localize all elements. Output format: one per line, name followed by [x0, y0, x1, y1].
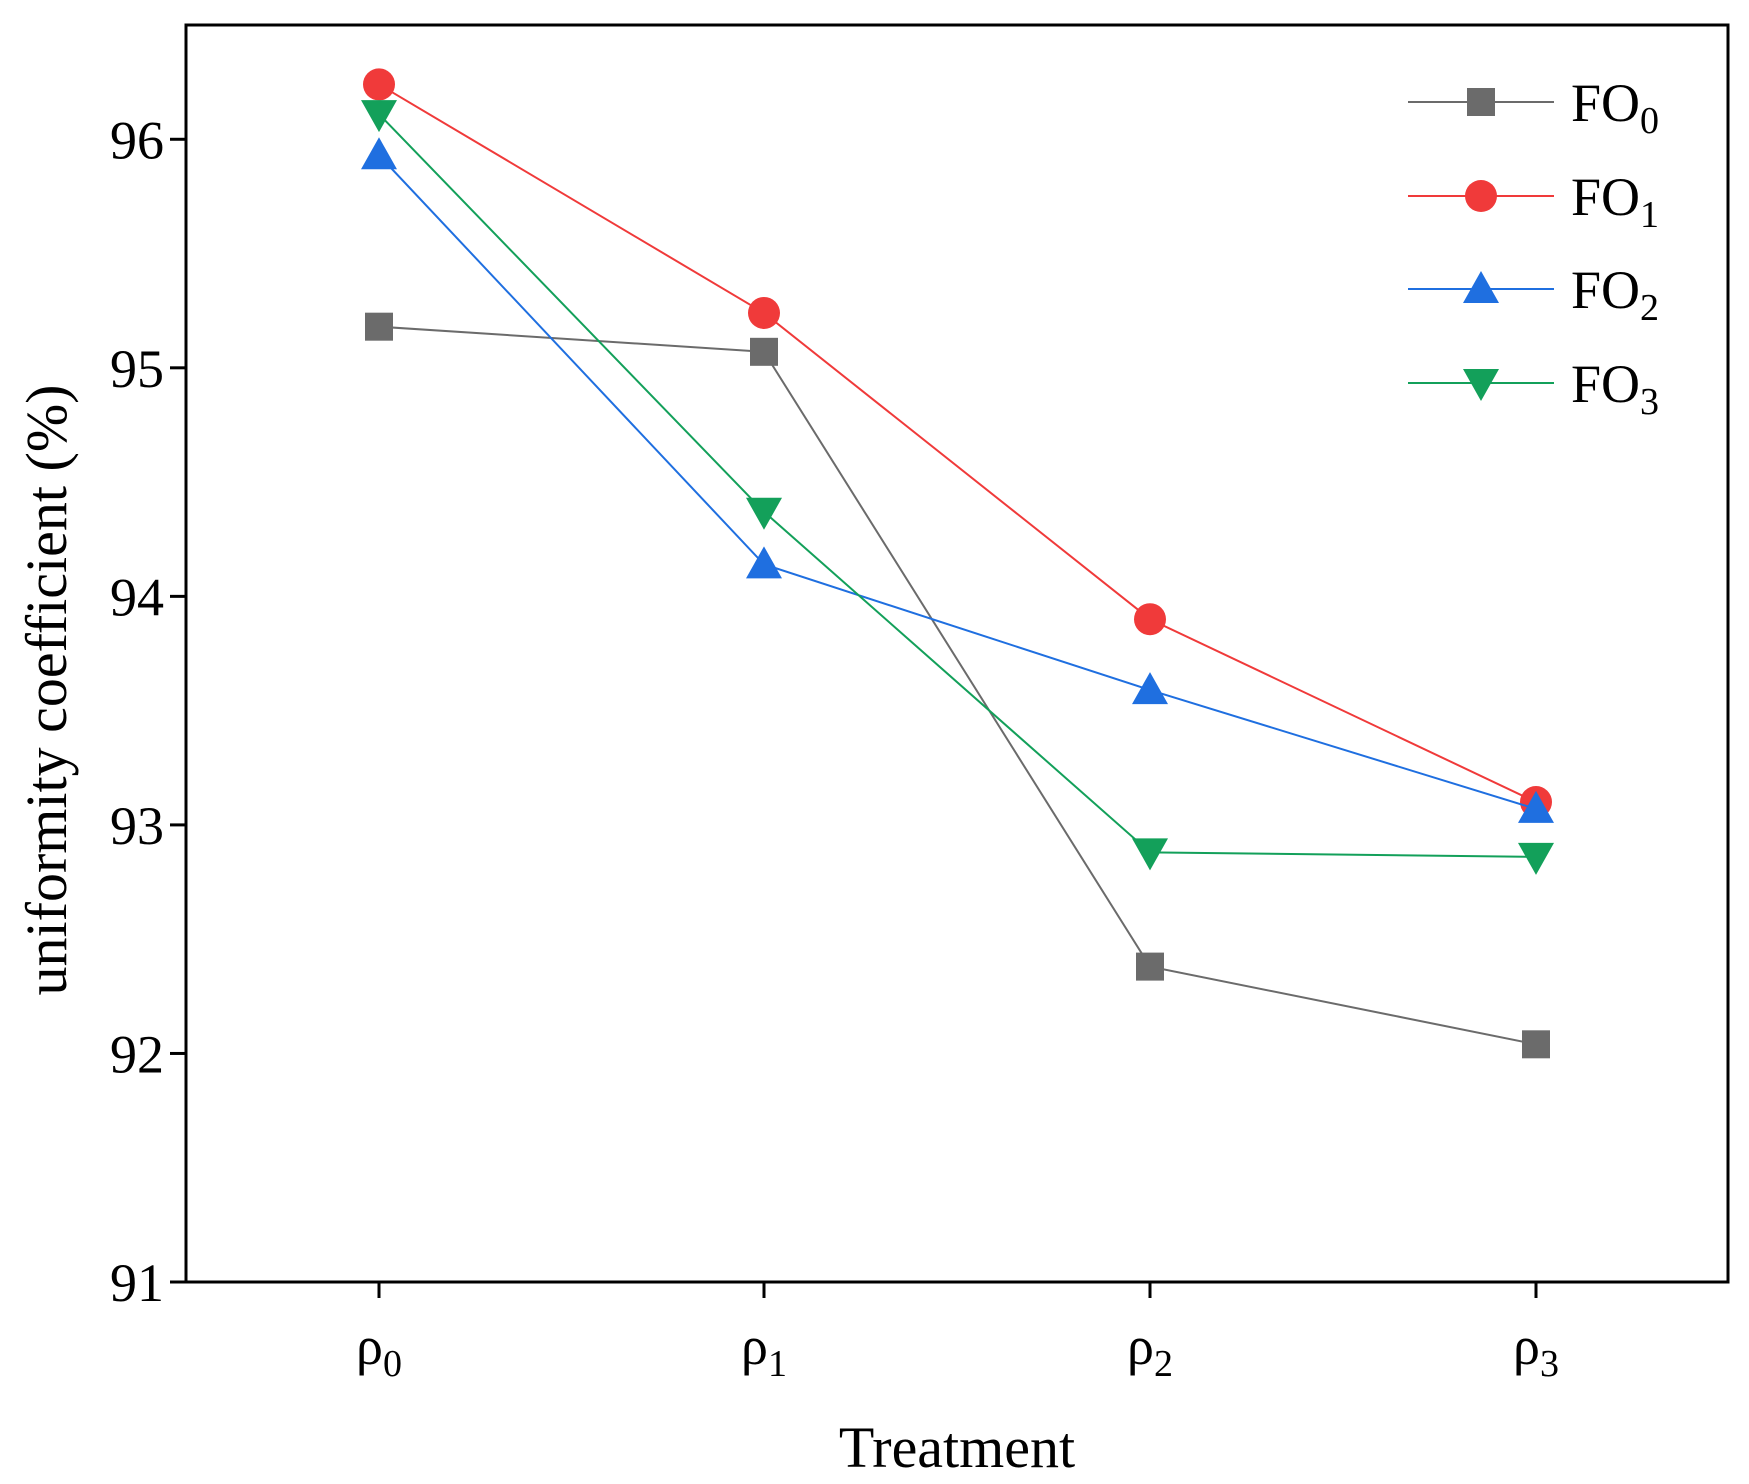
x-tick-subscript: 1 [768, 1343, 787, 1385]
data-point [1522, 1030, 1550, 1059]
legend-label: FO1 [1571, 167, 1659, 236]
data-point [1132, 672, 1168, 705]
y-tick-label: 93 [110, 796, 164, 856]
data-point [361, 137, 397, 170]
data-point [1518, 842, 1554, 875]
y-tick-label: 94 [110, 567, 164, 627]
x-axis: ρ0 ρ1 ρ2 ρ3 [356, 1282, 1559, 1385]
legend-marker [1467, 88, 1495, 116]
legend-label: FO2 [1571, 260, 1659, 329]
plot-frame [184, 23, 1730, 1284]
x-tick-subscript: 3 [1540, 1343, 1559, 1385]
legend-label: FO3 [1571, 354, 1659, 423]
y-tick-label: 91 [110, 1253, 164, 1313]
legend-marker [1465, 180, 1497, 212]
legend-item: FO2 [1408, 260, 1659, 329]
x-tick-label: ρ3 [1513, 1316, 1559, 1385]
legend-marker [1463, 369, 1499, 401]
data-point [750, 337, 778, 366]
x-tick-subscript: 2 [1154, 1343, 1173, 1385]
y-tick-label: 95 [110, 339, 164, 399]
y-axis-title: uniformity coefficient (%) [14, 385, 79, 996]
x-axis-title: Treatment [839, 1415, 1075, 1480]
x-tick-label: ρ0 [356, 1316, 402, 1385]
data-point [748, 296, 780, 329]
x-tick-subscript: 0 [383, 1343, 402, 1385]
legend-label: FO0 [1571, 73, 1659, 142]
series-fo2 [361, 137, 1554, 823]
legend-marker [1463, 271, 1499, 303]
legend-item: FO3 [1408, 354, 1659, 423]
data-point [746, 546, 782, 579]
series-line [378, 83, 1537, 803]
x-tick-label: ρ1 [741, 1316, 787, 1385]
data-point [1136, 952, 1164, 981]
series-layer [361, 68, 1554, 1059]
y-axis: 91 92 93 94 95 96 [110, 110, 186, 1313]
series-line [378, 154, 1537, 810]
y-tick-label: 96 [110, 110, 164, 170]
data-point [1134, 603, 1166, 636]
legend-subscript: 2 [1640, 287, 1659, 329]
series-fo1 [363, 68, 1552, 819]
legend-subscript: 1 [1640, 194, 1659, 236]
x-tick-label: ρ2 [1127, 1316, 1173, 1385]
data-point [1518, 790, 1554, 823]
data-point [363, 68, 395, 101]
data-point [365, 312, 393, 341]
data-point [746, 497, 782, 530]
legend-subscript: 3 [1640, 381, 1659, 423]
series-fo0 [365, 312, 1550, 1059]
legend-item: FO0 [1408, 73, 1659, 142]
data-point [1132, 838, 1168, 871]
series-line [378, 113, 1537, 858]
legend: FO0 FO1 FO2 FO3 [1408, 73, 1659, 423]
legend-subscript: 0 [1640, 100, 1659, 142]
series-fo3 [361, 100, 1554, 875]
y-tick-label: 92 [110, 1024, 164, 1084]
data-point [361, 100, 397, 133]
series-line [378, 325, 1537, 1046]
legend-item: FO1 [1408, 167, 1659, 236]
